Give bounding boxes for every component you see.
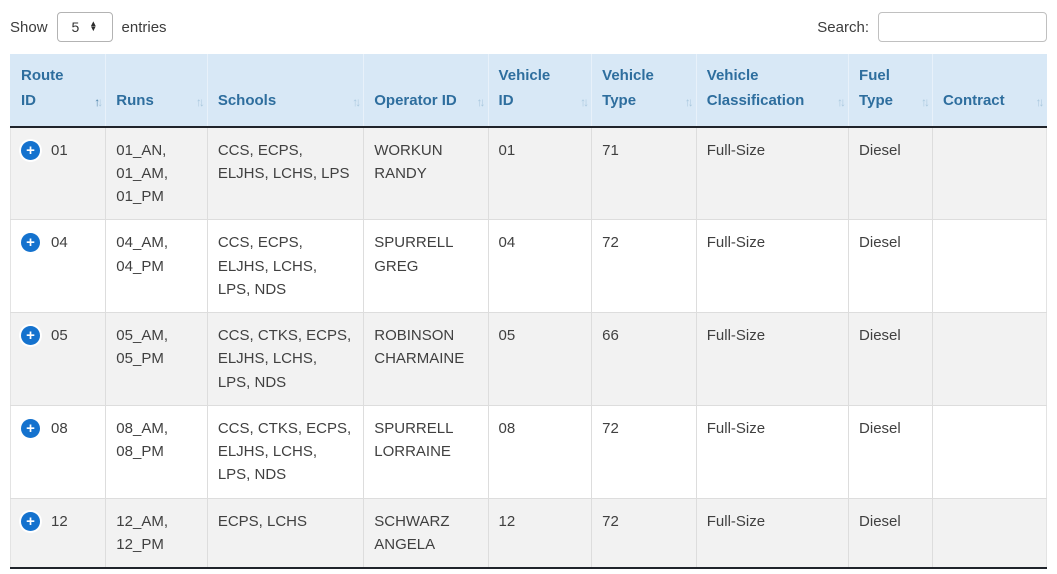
- cell-schools: ECPS, LCHS: [206, 498, 364, 569]
- search-input[interactable]: [878, 12, 1047, 42]
- cell-operator-id: SCHWARZ ANGELA: [363, 498, 489, 569]
- cell-operator-id: SPURRELL GREG: [363, 219, 489, 313]
- sort-icons: ↑↓: [580, 94, 589, 109]
- cell-operator-id: ROBINSON CHARMAINE: [363, 312, 489, 406]
- show-label: Show: [10, 18, 48, 36]
- cell-route-id: 08: [51, 419, 68, 437]
- col-header-schools[interactable]: Schools ↑↓: [206, 54, 364, 128]
- col-header-route-id[interactable]: Route ID ↑↓: [9, 54, 106, 128]
- cell-contract: [931, 312, 1048, 406]
- table-row: +04 04_AM, 04_PM CCS, ECPS, ELJHS, LCHS,…: [9, 219, 1048, 313]
- cell-operator-id: WORKUN RANDY: [363, 126, 489, 221]
- sort-icons: ↑↓: [837, 94, 846, 109]
- cell-vehicle-id: 04: [487, 219, 592, 313]
- table-controls: Show 5 ▲ ▼ entries Search:: [10, 10, 1047, 54]
- table-row: +05 05_AM, 05_PM CCS, CTKS, ECPS, ELJHS,…: [9, 312, 1048, 406]
- page-length-select[interactable]: 5 ▲ ▼: [56, 12, 113, 42]
- cell-vehicle-type: 71: [591, 126, 697, 221]
- sort-icons: ↑↓: [684, 94, 694, 109]
- cell-vehicle-id: 08: [487, 405, 592, 499]
- sort-icons: ↑↓: [1035, 94, 1045, 109]
- expand-row-icon[interactable]: +: [21, 233, 40, 253]
- cell-contract: [931, 498, 1048, 569]
- cell-vehicle-id: 05: [487, 312, 592, 406]
- cell-vehicle-type: 72: [591, 405, 697, 499]
- col-header-fuel-type[interactable]: Fuel Type ↑↓: [848, 54, 933, 128]
- cell-vehicle-id: 01: [487, 126, 592, 221]
- cell-operator-id: SPURRELL LORRAINE: [363, 405, 489, 499]
- table-footer: Showing 1 to 5 of 8 entries Previous 1 2…: [10, 569, 1047, 574]
- cell-fuel-type: Diesel: [848, 219, 933, 313]
- cell-vehicle-id: 12: [487, 498, 592, 569]
- cell-vehicle-classification: Full-Size: [695, 219, 849, 313]
- cell-vehicle-classification: Full-Size: [695, 405, 849, 499]
- cell-schools: CCS, CTKS, ECPS, ELJHS, LCHS, LPS, NDS: [206, 405, 364, 499]
- cell-vehicle-classification: Full-Size: [695, 126, 849, 221]
- cell-fuel-type: Diesel: [848, 312, 933, 406]
- search-label: Search:: [817, 18, 869, 36]
- cell-route-id: 05: [51, 327, 68, 344]
- expand-row-icon[interactable]: +: [21, 418, 40, 438]
- table-row: +01 01_AN, 01_AM, 01_PM CCS, ECPS, ELJHS…: [9, 126, 1048, 221]
- cell-route-id: 12: [51, 512, 68, 530]
- cell-fuel-type: Diesel: [848, 498, 933, 569]
- expand-row-icon[interactable]: +: [21, 326, 40, 345]
- cell-fuel-type: Diesel: [848, 126, 933, 221]
- col-header-operator-id[interactable]: Operator ID ↑↓: [363, 54, 489, 128]
- table-row: +12 12_AM, 12_PM ECPS, LCHS SCHWARZ ANGE…: [9, 498, 1048, 569]
- cell-route-id: 01: [51, 141, 68, 159]
- col-header-runs[interactable]: Runs ↑↓: [105, 54, 208, 128]
- cell-runs: 12_AM, 12_PM: [105, 498, 208, 569]
- col-header-vehicle-classification[interactable]: Vehicle Classification ↑↓: [695, 54, 849, 128]
- sort-icons: ↑↓: [94, 94, 103, 109]
- cell-schools: CCS, ECPS, ELJHS, LCHS, LPS, NDS: [206, 219, 364, 313]
- cell-vehicle-type: 72: [591, 498, 697, 569]
- page-length-control: Show 5 ▲ ▼ entries: [10, 12, 167, 42]
- cell-fuel-type: Diesel: [848, 405, 933, 499]
- select-arrows-icon: ▲ ▼: [89, 19, 98, 33]
- cell-runs: 08_AM, 08_PM: [105, 405, 208, 499]
- cell-vehicle-type: 66: [591, 312, 697, 406]
- header-row: Route ID ↑↓ Runs ↑↓ Schools ↑↓ Operator ID ↑…: [9, 54, 1047, 128]
- cell-vehicle-classification: Full-Size: [695, 312, 849, 406]
- entries-label: entries: [121, 18, 167, 36]
- col-header-vehicle-type[interactable]: Vehicle Type ↑↓: [591, 54, 697, 128]
- sort-icons: ↑↓: [352, 94, 361, 109]
- cell-runs: 05_AM, 05_PM: [105, 312, 208, 406]
- cell-runs: 01_AN, 01_AM, 01_PM: [105, 126, 208, 221]
- cell-schools: CCS, ECPS, ELJHS, LCHS, LPS: [206, 126, 364, 221]
- routes-table: Route ID ↑↓ Runs ↑↓ Schools ↑↓ Operator ID ↑…: [9, 54, 1048, 569]
- cell-schools: CCS, CTKS, ECPS, ELJHS, LCHS, LPS, NDS: [206, 312, 364, 406]
- col-header-contract[interactable]: Contract ↑↓: [931, 54, 1047, 128]
- table-row: +08 08_AM, 08_PM CCS, CTKS, ECPS, ELJHS,…: [9, 405, 1048, 499]
- cell-contract: [931, 405, 1048, 499]
- sort-icons: ↑↓: [920, 94, 930, 109]
- cell-runs: 04_AM, 04_PM: [105, 219, 208, 313]
- search-control: Search:: [817, 12, 1047, 42]
- expand-row-icon[interactable]: +: [21, 511, 40, 531]
- cell-vehicle-classification: Full-Size: [695, 498, 849, 569]
- cell-contract: [931, 126, 1048, 221]
- col-header-vehicle-id[interactable]: Vehicle ID ↑↓: [487, 54, 592, 128]
- expand-row-icon[interactable]: +: [21, 140, 40, 160]
- cell-contract: [931, 219, 1048, 313]
- sort-icons: ↑↓: [476, 94, 486, 109]
- page-length-value: 5: [71, 19, 80, 35]
- cell-route-id: 04: [51, 234, 68, 252]
- cell-vehicle-type: 72: [591, 219, 697, 313]
- sort-icons: ↑↓: [195, 94, 205, 109]
